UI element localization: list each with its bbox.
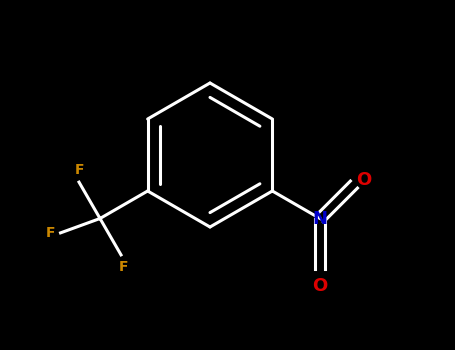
Text: F: F [46, 226, 56, 240]
Text: O: O [313, 276, 328, 294]
Text: F: F [74, 163, 84, 177]
Text: F: F [118, 260, 128, 274]
Text: N: N [313, 210, 328, 228]
Text: O: O [356, 170, 372, 189]
